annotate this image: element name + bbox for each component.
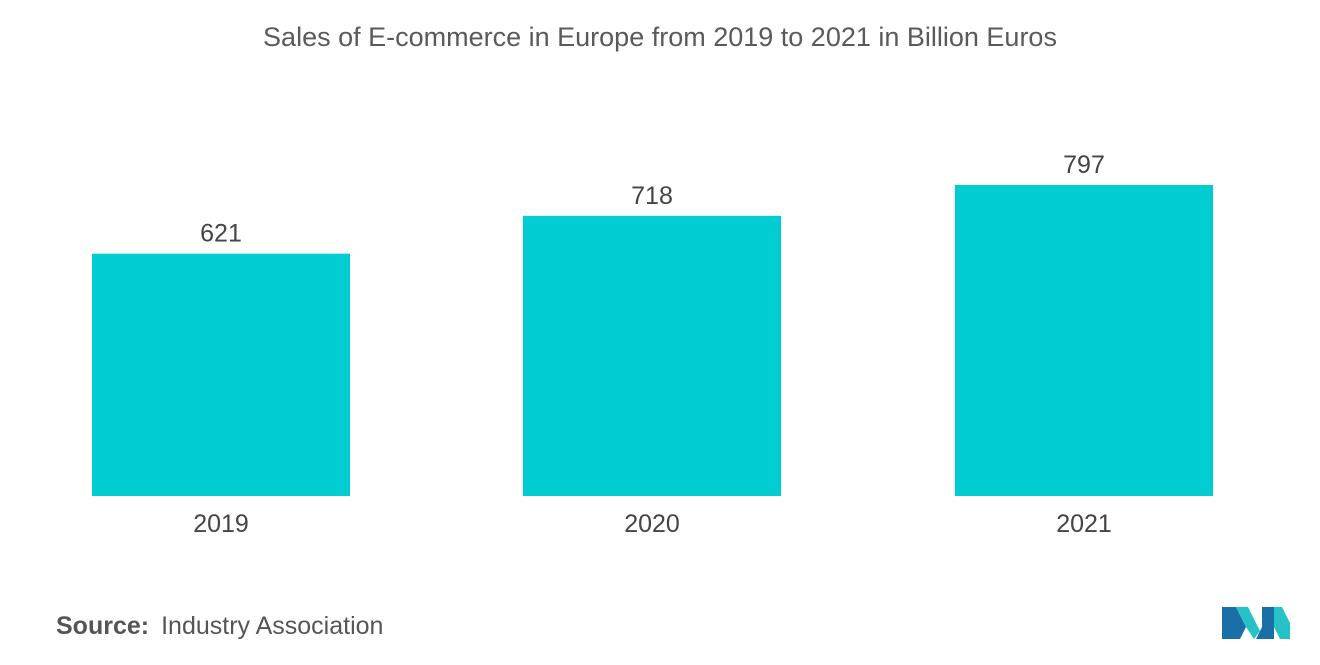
x-tick-label-2020: 2020 (624, 510, 680, 538)
x-tick-label-2019: 2019 (193, 510, 249, 538)
bar-2020 (523, 215, 781, 496)
x-tick-label-2021: 2021 (1056, 510, 1112, 538)
source-label: Source: (56, 612, 150, 640)
source-text: Industry Association (161, 612, 384, 640)
source-note: Source: Industry Association (56, 612, 383, 641)
chart-title: Sales of E-commerce in Europe from 2019 … (263, 22, 1057, 52)
data-label-2019: 621 (200, 220, 242, 248)
data-label-2020: 718 (631, 182, 673, 210)
mordor-intelligence-logo-icon (1222, 607, 1290, 639)
bar-2021 (955, 185, 1213, 496)
bar-2019 (92, 253, 350, 496)
data-label-2021: 797 (1063, 151, 1105, 179)
bar-chart: 621 2019 718 2020 797 2021 (92, 151, 1213, 538)
